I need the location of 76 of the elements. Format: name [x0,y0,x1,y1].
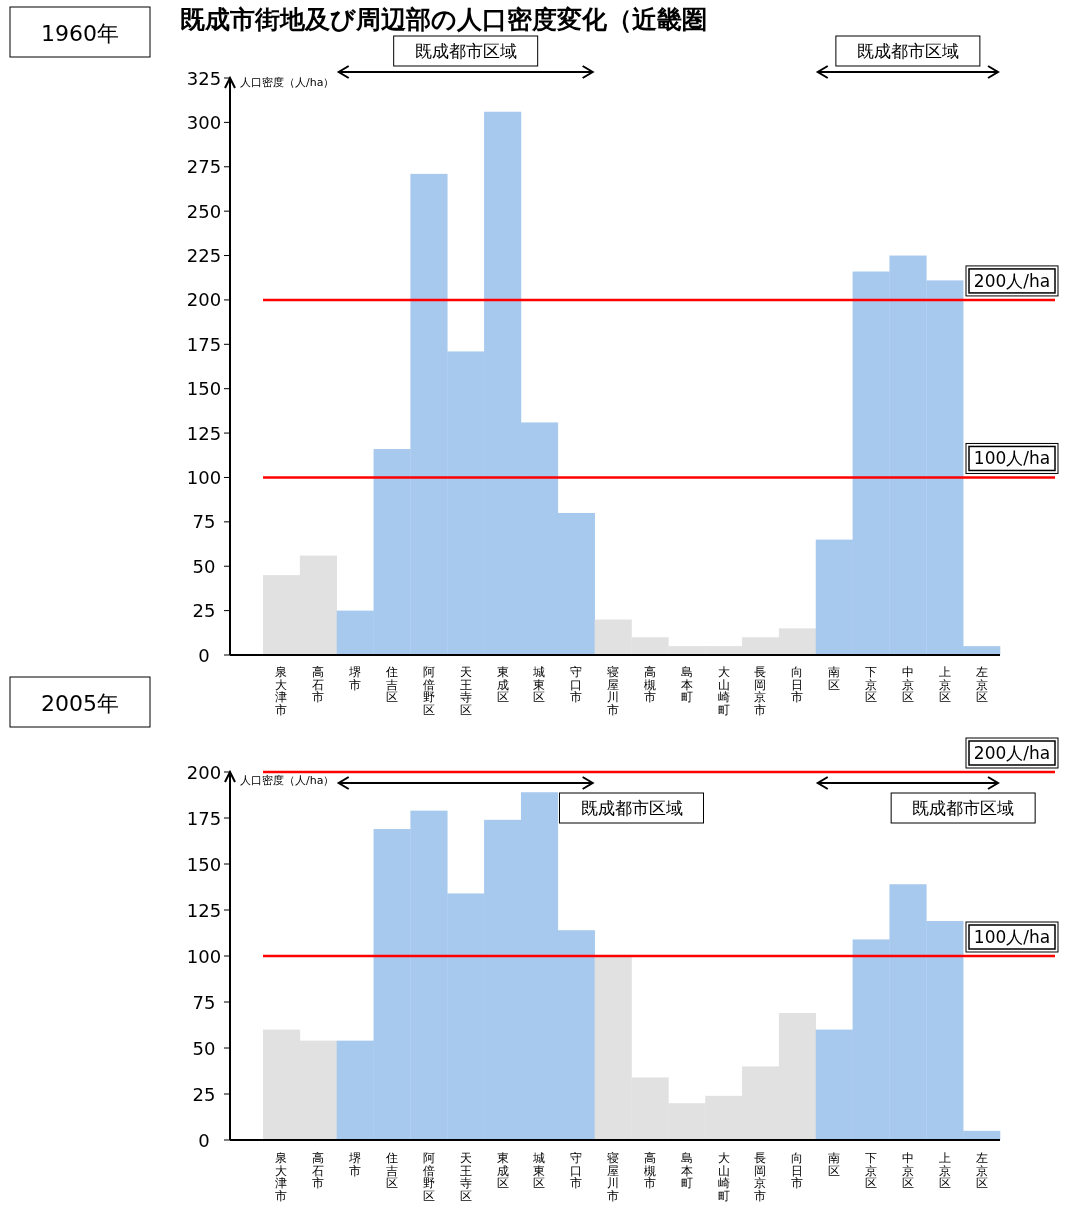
x-tick-label: 南区 [828,1151,841,1178]
y-tick-label: 0 [198,1129,210,1151]
x-tick-label: 城東区 [532,1151,546,1190]
y-tick-label: 0 [198,644,210,666]
y-tick-label: 100 [186,945,222,967]
y-tick-label: 75 [192,991,216,1013]
x-tick-label: 城東区 [532,665,546,704]
y-tick-label: 225 [186,245,222,267]
chart-subtitle: 1960年 [41,21,119,46]
x-tick-label: 中京区 [901,665,914,704]
x-tick-label: 長岡京市 [754,665,767,717]
x-tick-label: 堺市 [348,1151,362,1178]
y-tick-label: 125 [186,899,222,921]
y-tick-label: 50 [192,1037,216,1059]
ref-line-label: 200人/ha [973,270,1051,291]
x-tick-label: 向日市 [791,665,804,704]
x-tick-label: 中京区 [901,1151,914,1190]
x-tick-label: 左京区 [975,665,988,704]
y-tick-label: 100 [186,466,222,488]
x-tick-label: 南区 [828,665,841,692]
x-tick-label: 向日市 [791,1151,804,1190]
x-tick-label: 島本町 [680,1151,693,1190]
x-tick-label: 住吉区 [384,1151,398,1190]
x-tick-label: 高石市 [312,665,325,704]
y-tick-label: 325 [186,67,222,89]
y-tick-label: 25 [192,600,216,622]
x-tick-label: 泉大津市 [275,665,288,717]
x-tick-label: 高槻市 [643,1151,656,1190]
x-tick-label: 下京区 [865,665,878,704]
y-tick-label: 125 [186,422,222,444]
annotation: 既成都市区域 [912,798,1015,818]
x-tick-label: 大山崎町 [717,1151,730,1203]
x-tick-label: 東成区 [496,665,509,704]
x-tick-label: 東成区 [496,1151,509,1190]
y-tick-label: 50 [192,555,216,577]
x-tick-label: 守口市 [570,1151,583,1190]
x-tick-label: 上京区 [938,1151,951,1190]
text: 既成都市区域 [414,41,517,61]
annotation: 既成都市区域 [580,798,683,818]
x-tick-label: 下京区 [865,1151,878,1190]
y-tick-label: 150 [186,853,222,875]
x-tick-label: 長岡京市 [754,1151,767,1203]
y-tick-label: 300 [186,111,222,133]
x-tick-label: 守口市 [570,665,583,704]
x-tick-label: 天王寺区 [459,665,472,717]
y-tick-label: 150 [186,378,222,400]
y-axis-title: 人口密度（人/ha） [240,76,335,89]
ref-line-label: 200人/ha [973,743,1051,763]
x-tick-label: 阿倍野区 [422,1151,435,1203]
x-tick-label: 高槻市 [643,665,656,704]
x-tick-label: 高石市 [312,1151,325,1190]
y-tick-label: 175 [186,807,222,829]
x-tick-label: 上京区 [938,665,951,704]
y-tick-label: 175 [186,333,222,355]
x-tick-label: 天王寺区 [459,1151,472,1203]
y-tick-label: 275 [186,156,222,178]
x-tick-label: 寝屋川市 [607,665,620,717]
y-tick-label: 200 [186,289,222,311]
x-tick-label: 阿倍野区 [422,665,435,717]
x-tick-label: 島本町 [680,665,693,704]
y-tick-label: 250 [186,200,222,222]
y-tick-label: 200 [186,761,222,783]
x-tick-label: 泉大津市 [275,1151,288,1203]
x-tick-label: 大山崎町 [717,665,730,717]
x-tick-label: 寝屋川市 [607,1151,620,1203]
ref-line-label: 100人/ha [973,448,1051,469]
ref-line-label: 100人/ha [973,927,1051,947]
x-tick-label: 左京区 [975,1151,988,1190]
text: 既成都市区域 [856,41,959,61]
y-axis-title: 人口密度（人/ha） [240,774,335,787]
y-tick-label: 25 [192,1083,216,1105]
chart-subtitle: 2005年 [41,691,119,716]
x-tick-label: 堺市 [348,665,362,692]
y-tick-label: 75 [192,511,216,533]
chart-title: 既成市街地及び周辺部の人口密度変化（近畿圏 [180,5,707,34]
x-tick-label: 住吉区 [384,665,398,704]
